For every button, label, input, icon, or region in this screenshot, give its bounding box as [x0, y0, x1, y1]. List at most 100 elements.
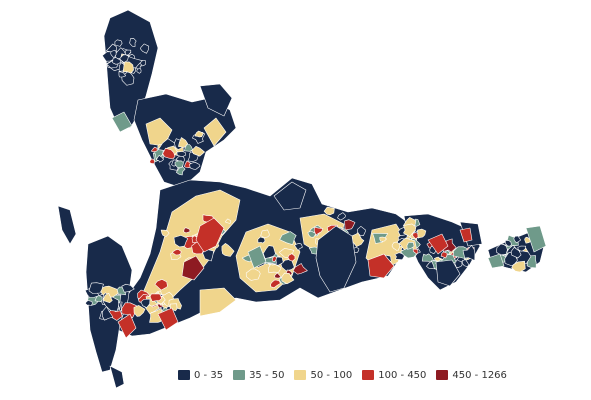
region-polygon	[140, 43, 150, 54]
region-polygon	[149, 307, 163, 323]
region-polygon	[119, 54, 129, 63]
region-polygon	[175, 166, 186, 176]
region-polygon	[433, 256, 441, 262]
region-polygon	[114, 39, 123, 47]
region-polygon	[504, 240, 512, 247]
region-navy-east-block	[435, 259, 461, 287]
region-polygon	[221, 243, 235, 257]
region-polygon	[496, 243, 508, 256]
region-polygon	[281, 272, 295, 285]
region-red-southwest	[117, 313, 137, 339]
region-polygon	[189, 162, 201, 170]
region-polygon	[462, 245, 476, 261]
region-polygon	[140, 298, 151, 309]
legend-label: 450 - 1266	[452, 369, 507, 381]
region-polygon	[267, 264, 282, 274]
region-polygon	[149, 158, 155, 164]
region-polygon	[308, 246, 319, 255]
legend-swatch	[436, 370, 449, 380]
region-polygon	[262, 245, 276, 259]
region-polygon	[245, 268, 261, 281]
region-polygon	[313, 226, 324, 236]
region-darkred-west	[181, 255, 205, 281]
region-red-east	[367, 253, 395, 279]
legend-label: 50 - 100	[310, 369, 353, 381]
region-polygon	[400, 246, 417, 259]
region-polygon	[178, 137, 189, 148]
region-polygon	[403, 223, 417, 237]
region-polygon	[391, 241, 401, 251]
legend-item-100-450: 100 - 450	[362, 370, 426, 381]
region-polygon	[149, 293, 162, 302]
region-polygon	[110, 49, 117, 59]
region-polygon	[112, 57, 122, 65]
map-legend: 0 - 35 35 - 50 50 - 100 100 - 450 450 - …	[178, 368, 507, 382]
region-red-west	[195, 217, 225, 253]
legend-swatch	[178, 370, 190, 380]
region-navy-north-block	[273, 181, 307, 211]
region-polygon	[225, 218, 232, 224]
region-polygon	[517, 245, 527, 252]
legend-item-450-1266: 450 - 1266	[436, 370, 507, 381]
legend-item-50-100: 50 - 100	[294, 370, 352, 381]
region-navy-central-block	[315, 225, 357, 293]
legend-swatch	[233, 370, 246, 380]
region-red-east-3	[459, 227, 473, 243]
region-polygon	[118, 71, 126, 78]
region-polygon	[122, 61, 134, 74]
legend-item-35-50: 35 - 50	[233, 370, 284, 381]
region-polygon	[440, 251, 448, 259]
region-polygon	[260, 229, 270, 238]
region-teal-north	[111, 111, 133, 133]
region-north-islet	[199, 83, 233, 117]
region-red-east-2	[427, 233, 449, 255]
region-polygon	[94, 295, 103, 303]
region-polygon	[151, 146, 158, 153]
region-polygon	[513, 235, 522, 244]
region-polygon	[176, 151, 187, 157]
region-polygon	[274, 272, 282, 279]
region-teal-far-east	[525, 225, 547, 253]
legend-label: 35 - 50	[249, 369, 285, 381]
region-polygon	[85, 299, 93, 306]
legend-item-0-35: 0 - 35	[178, 370, 223, 381]
region-upper-patch	[145, 117, 173, 147]
region-polygon	[173, 235, 189, 248]
region-polygon	[461, 259, 470, 268]
region-polygon	[194, 130, 204, 138]
region-polygon	[133, 305, 146, 317]
region-polygon	[270, 279, 281, 289]
region-polygon	[171, 249, 182, 256]
region-west-islet	[57, 205, 77, 245]
region-polygon	[183, 227, 191, 234]
region-upper-patch-2	[203, 117, 227, 147]
legend-swatch	[362, 370, 375, 380]
region-polygon	[287, 253, 296, 262]
region-polygon	[357, 226, 366, 236]
region-polygon	[344, 219, 356, 231]
region-polygon	[160, 229, 170, 237]
region-red-south	[157, 307, 179, 331]
region-polygon	[102, 292, 113, 304]
region-polygon	[156, 155, 164, 163]
region-polygon	[162, 147, 176, 160]
region-teal-east	[487, 253, 505, 269]
legend-swatch	[294, 370, 307, 380]
region-polygon	[379, 236, 387, 242]
region-polygon	[184, 144, 193, 152]
region-polygon	[406, 242, 415, 250]
region-polygon	[102, 306, 114, 321]
region-polygon	[121, 283, 135, 293]
region-polygon	[524, 236, 532, 244]
region-polygon	[294, 243, 303, 251]
region-south-coast	[199, 287, 237, 317]
region-polygon	[271, 256, 278, 263]
region-polygon	[510, 247, 522, 259]
region-polygon	[279, 231, 297, 245]
region-polygon	[292, 263, 308, 275]
region-polygon	[129, 38, 137, 47]
region-polygon	[417, 228, 427, 239]
region-south-tip	[109, 365, 125, 389]
region-polygon	[323, 206, 335, 216]
